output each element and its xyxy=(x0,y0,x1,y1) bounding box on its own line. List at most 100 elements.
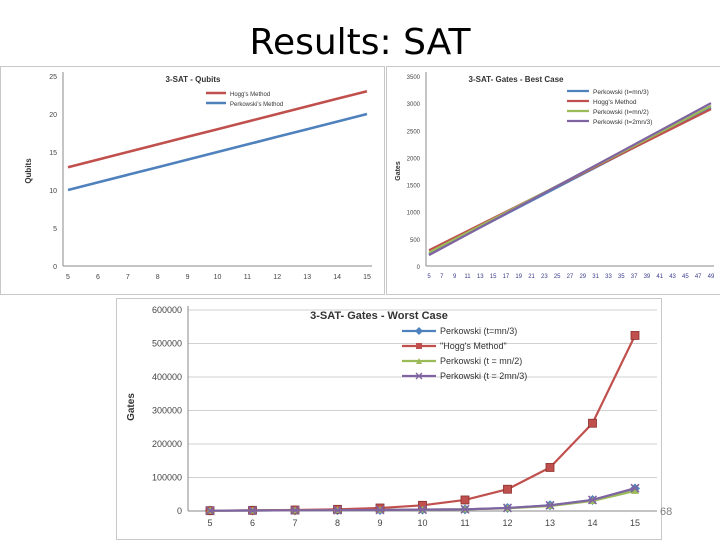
data-point-x xyxy=(545,500,555,510)
x-tick-label: 19 xyxy=(515,274,522,280)
x-tick-label: 47 xyxy=(695,274,702,280)
y-tick-label: 400000 xyxy=(152,372,182,382)
x-tick-label: 13 xyxy=(545,518,555,528)
x-tick-label: 12 xyxy=(273,274,281,281)
data-point-triangle xyxy=(631,486,639,494)
series-line xyxy=(67,89,368,169)
y-tick-label: 5 xyxy=(53,226,57,233)
legend-marker xyxy=(416,343,422,349)
legend-label: Perkowski (t=mn/3) xyxy=(440,326,517,336)
y-tick-label: 15 xyxy=(49,150,57,157)
data-point-square xyxy=(545,463,555,472)
qubits-chart: 0 5 10 15 20 25 5 6 7 8 9 10 11 12 13 14 15 3-SAT - Qubit… xyxy=(24,72,372,281)
worst-case-gates-chart: 0 100000 200000 300000 400000 500000 600000 5 6 7… xyxy=(126,305,657,528)
x-tick-label: 11 xyxy=(464,274,471,280)
y-tick-label: 600000 xyxy=(152,305,182,315)
legend-label: Perkowski's Method xyxy=(230,102,283,108)
y-axis-label: Gates xyxy=(126,393,137,421)
legend-marker xyxy=(415,372,423,380)
chart-title: 3-SAT- Gates - Best Case xyxy=(469,75,565,84)
y-tick-label: 300000 xyxy=(152,406,182,416)
legend-label: Perkowski (t = mn/2) xyxy=(440,356,522,366)
series-line xyxy=(67,112,368,192)
y-tick-label: 10 xyxy=(49,188,57,195)
x-tick-label: 5 xyxy=(427,274,431,280)
x-tick-label: 14 xyxy=(333,274,341,281)
x-tick-label: 9 xyxy=(453,274,457,280)
data-point-x xyxy=(630,483,640,493)
x-tick-label: 27 xyxy=(567,274,574,280)
y-tick-label: 25 xyxy=(49,74,57,81)
y-tick-label: 100000 xyxy=(152,473,182,483)
x-tick-label: 7 xyxy=(292,518,297,528)
y-axis-label: Gates xyxy=(395,161,402,181)
y-tick-label: 3000 xyxy=(407,102,421,108)
x-tick-label: 45 xyxy=(682,274,689,280)
data-point-square xyxy=(588,418,597,428)
chart-title: 3-SAT - Qubits xyxy=(166,75,222,84)
x-tick-label: 33 xyxy=(605,274,612,280)
chart-title: 3-SAT- Gates - Worst Case xyxy=(310,310,448,322)
x-tick-label: 5 xyxy=(207,518,212,528)
x-tick-label: 49 xyxy=(708,274,715,280)
data-point-square xyxy=(630,331,640,340)
data-point-x xyxy=(502,503,513,513)
slide-title: Results: SAT xyxy=(249,22,471,63)
x-tick-label: 14 xyxy=(587,518,597,528)
x-tick-label: 13 xyxy=(303,274,311,281)
x-tick-label: 5 xyxy=(66,274,70,281)
data-point-x xyxy=(460,504,470,514)
series-line xyxy=(428,102,712,257)
x-tick-label: 10 xyxy=(214,274,222,281)
x-tick-label: 11 xyxy=(244,274,251,281)
x-tick-label: 37 xyxy=(631,274,638,280)
x-tick-label: 8 xyxy=(156,274,160,281)
y-tick-label: 0 xyxy=(417,265,421,271)
legend-marker xyxy=(415,327,423,335)
x-tick-label: 6 xyxy=(250,518,255,528)
legend-label: Perkowski (t=2mn/3) xyxy=(593,119,652,126)
y-tick-label: 1500 xyxy=(407,184,421,190)
qubits-chart-panel: 0 5 10 15 20 25 5 6 7 8 9 10 11 12 13 14 15 3-SAT - Qubit… xyxy=(0,66,385,295)
data-point-x xyxy=(290,505,300,515)
best-case-gates-chart: 0 500 1000 1500 2000 2500 3000 3500 5 7 9 11 13 15 17 1… xyxy=(395,72,715,280)
data-point-square xyxy=(460,495,470,505)
data-point-x xyxy=(332,505,343,515)
legend-label: Perkowski (t=mn/2) xyxy=(593,109,649,116)
page-number: 68 xyxy=(660,506,673,518)
x-tick-label: 39 xyxy=(644,274,651,280)
y-tick-label: 200000 xyxy=(152,439,182,449)
legend-marker xyxy=(416,358,422,364)
x-tick-label: 10 xyxy=(417,518,427,528)
legend-label: Perkowski (t = 2mn/3) xyxy=(440,371,527,381)
data-point-x xyxy=(247,505,258,516)
x-tick-label: 9 xyxy=(186,274,190,281)
data-point-x xyxy=(375,505,385,515)
y-tick-label: 2000 xyxy=(407,156,421,162)
x-tick-label: 43 xyxy=(669,274,676,280)
x-tick-label: 35 xyxy=(618,274,625,280)
x-tick-label: 6 xyxy=(96,274,100,281)
x-tick-label: 21 xyxy=(528,274,535,280)
x-tick-label: 23 xyxy=(541,274,548,280)
x-tick-label: 15 xyxy=(363,274,371,281)
data-point-x xyxy=(587,495,598,505)
x-tick-label: 17 xyxy=(503,274,510,280)
legend-label: Hogg's Method xyxy=(593,99,637,106)
legend-label: Perkowski (t=mn/3) xyxy=(593,89,649,96)
x-tick-label: 13 xyxy=(477,274,484,280)
x-tick-label: 15 xyxy=(490,274,497,280)
best-case-gates-chart-panel: 0 500 1000 1500 2000 2500 3000 3500 5 7 9 11 13 15 17 1… xyxy=(386,66,720,295)
x-tick-label: 11 xyxy=(460,518,469,528)
data-point-x xyxy=(205,506,215,516)
worst-case-gates-chart-panel: 0 100000 200000 300000 400000 500000 600000 5 6 7… xyxy=(116,298,662,540)
y-tick-label: 2500 xyxy=(407,129,421,135)
legend-label: "Hogg's Method" xyxy=(440,341,507,351)
data-point-x xyxy=(417,505,428,515)
x-tick-label: 31 xyxy=(592,274,599,280)
x-tick-label: 15 xyxy=(630,518,640,528)
x-tick-label: 9 xyxy=(377,518,382,528)
legend-label: Hogg's Method xyxy=(230,92,270,98)
x-tick-label: 7 xyxy=(126,274,130,281)
x-tick-label: 12 xyxy=(502,518,512,528)
